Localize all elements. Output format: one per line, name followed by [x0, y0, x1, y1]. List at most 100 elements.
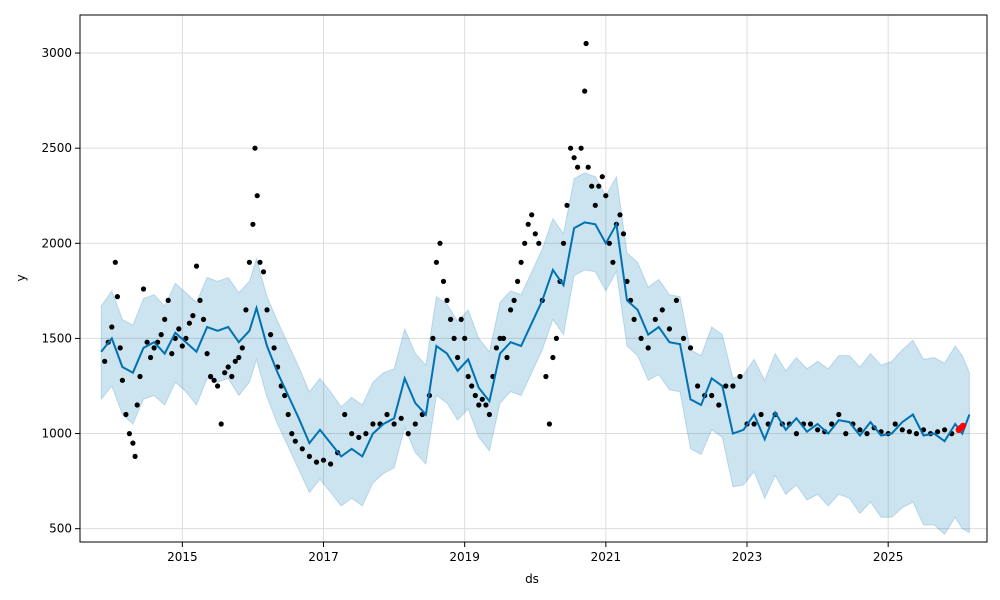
- observed-point: [906, 429, 913, 435]
- observed-point: [148, 354, 154, 361]
- x-tick-label: 2017: [308, 550, 339, 564]
- observed-point: [179, 343, 185, 349]
- observed-point: [483, 402, 489, 408]
- observed-point: [479, 396, 485, 402]
- observed-point: [252, 145, 258, 151]
- observed-point: [109, 324, 115, 330]
- observed-point: [363, 431, 369, 437]
- observed-point: [857, 427, 863, 433]
- observed-point: [254, 193, 260, 199]
- grid-lines: [80, 15, 987, 542]
- observed-point: [592, 202, 598, 208]
- uncertainty-band: [100, 172, 970, 536]
- observed-point: [687, 345, 694, 351]
- observed-point: [458, 316, 464, 322]
- observed-point: [730, 383, 736, 389]
- observed-point: [892, 421, 898, 427]
- observed-point: [243, 307, 249, 313]
- observed-point: [430, 335, 436, 341]
- observed-point: [659, 307, 665, 313]
- observed-point: [610, 259, 616, 265]
- x-axis-ticks: 2015 2017 2019 2021 2023 2025: [167, 542, 903, 564]
- observed-point: [737, 373, 743, 380]
- observed-point: [370, 421, 376, 427]
- observed-point: [186, 320, 192, 326]
- observed-point: [264, 307, 270, 313]
- observed-point: [532, 231, 538, 237]
- observed-point: [935, 429, 941, 435]
- observed-point: [151, 345, 157, 351]
- observed-point: [631, 316, 637, 322]
- observed-point: [289, 431, 295, 437]
- observed-point: [758, 411, 764, 418]
- observed-point: [543, 373, 549, 380]
- observed-point: [807, 421, 814, 427]
- highlight-point: [959, 422, 967, 430]
- observed-point: [695, 383, 701, 389]
- observed-point: [246, 259, 252, 265]
- observed-point: [208, 373, 214, 380]
- observed-point: [864, 431, 870, 437]
- observed-point: [568, 145, 574, 151]
- observed-point: [257, 259, 263, 265]
- observed-point: [444, 297, 450, 303]
- observed-point: [137, 373, 143, 380]
- observed-point: [119, 377, 125, 383]
- observed-point: [320, 457, 327, 463]
- y-tick-label: 1000: [41, 427, 72, 441]
- observed-point: [493, 345, 499, 351]
- x-tick-label: 2019: [449, 550, 480, 564]
- observed-point: [585, 164, 591, 170]
- observed-point: [384, 411, 390, 418]
- observed-point: [582, 88, 588, 94]
- observed-point: [433, 259, 439, 265]
- observed-point: [225, 364, 231, 370]
- observed-point: [271, 345, 277, 351]
- y-tick-label: 500: [49, 522, 72, 536]
- observed-point: [652, 316, 658, 322]
- observed-point: [448, 316, 454, 322]
- observed-point: [606, 240, 613, 246]
- observed-point: [140, 286, 147, 292]
- observed-point: [469, 383, 475, 389]
- observed-point: [536, 240, 542, 246]
- observed-point: [716, 402, 722, 408]
- observed-point: [571, 155, 577, 161]
- observed-point: [829, 421, 835, 427]
- observed-point: [546, 421, 553, 427]
- plot-frame: [79, 14, 988, 543]
- observed-point: [560, 240, 567, 246]
- observed-point: [751, 421, 757, 427]
- observed-point: [529, 212, 535, 218]
- observed-point: [391, 421, 397, 427]
- observed-point: [564, 202, 570, 208]
- x-tick-label: 2023: [732, 550, 763, 564]
- observed-point: [455, 354, 461, 361]
- observed-point: [292, 438, 298, 444]
- observed-point: [843, 431, 849, 437]
- observed-point: [645, 345, 651, 351]
- observed-point: [440, 278, 447, 284]
- observed-point: [525, 221, 531, 227]
- observed-point: [102, 358, 108, 364]
- observed-point: [190, 313, 196, 319]
- observed-point: [250, 221, 256, 227]
- observed-point: [620, 231, 627, 237]
- forecast-path: [100, 221, 971, 458]
- observed-point: [158, 332, 164, 338]
- observed-point: [836, 411, 842, 418]
- observed-point: [117, 345, 123, 351]
- y-axis-ticks: 500 1000 1500 2000 2500 3000: [41, 46, 80, 536]
- observed-point: [197, 297, 203, 303]
- observed-point: [229, 373, 235, 380]
- observed-point: [176, 326, 182, 332]
- observed-point: [114, 294, 120, 300]
- observed-point: [222, 370, 228, 376]
- observed-point: [486, 411, 492, 418]
- observed-point: [328, 461, 334, 467]
- observed-point: [515, 278, 521, 284]
- observed-point: [624, 278, 630, 284]
- observed-point: [603, 193, 609, 199]
- observed-point: [200, 316, 207, 322]
